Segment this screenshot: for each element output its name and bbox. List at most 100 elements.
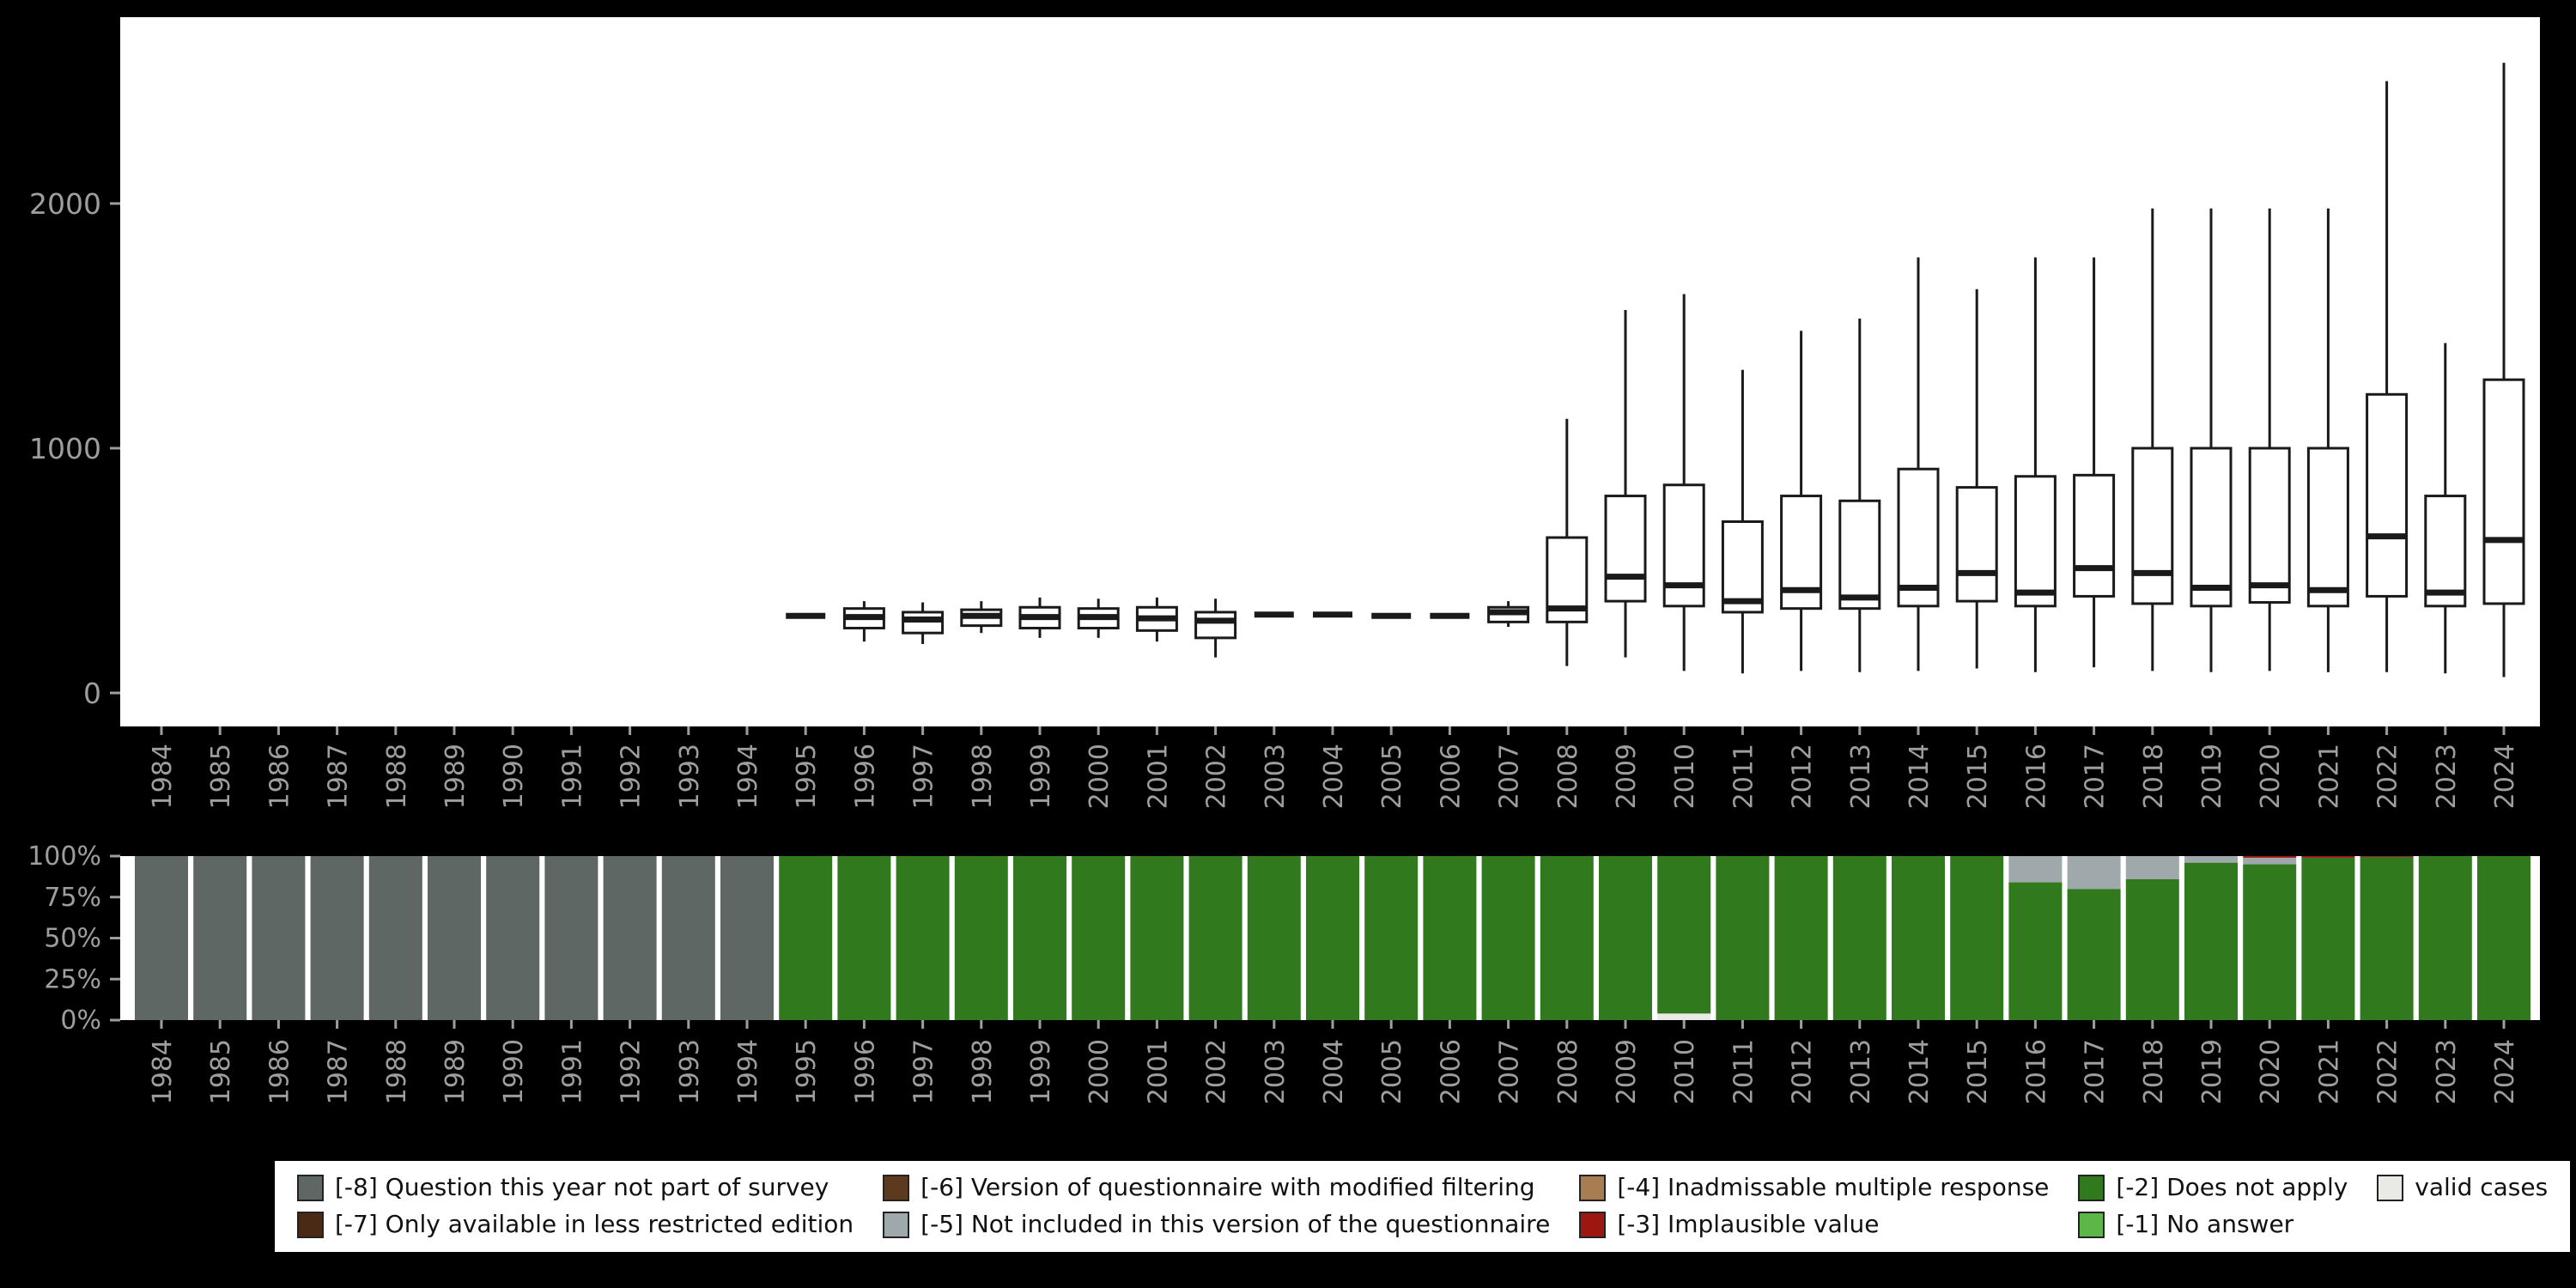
legend-swatch-icon xyxy=(297,1212,324,1238)
x-axis-year-label: 1996 xyxy=(850,744,880,809)
stacked-bar-2000 xyxy=(1072,856,1126,1020)
stacked-bar-1987 xyxy=(310,856,364,1020)
stacked-bar-2013 xyxy=(1832,856,1886,1020)
stacked-bar-1993 xyxy=(661,856,715,1020)
stacked-bar-2009 xyxy=(1599,856,1652,1020)
boxplot-2002 xyxy=(1194,598,1237,658)
stacked-bar-2008 xyxy=(1540,856,1594,1020)
x-axis-year-label: 2014 xyxy=(1905,744,1935,809)
boxplot-2015 xyxy=(1955,289,1998,669)
bar-segment--8 xyxy=(603,856,657,1020)
bar-segment--2 xyxy=(1540,856,1594,1020)
bar-segment--2 xyxy=(2477,856,2530,1020)
bar-segment--8 xyxy=(252,856,306,1020)
x-axis-year-label: 1991 xyxy=(557,1039,587,1104)
x-axis-year-label: 1994 xyxy=(733,744,763,809)
legend-swatch-icon xyxy=(1579,1212,1607,1238)
x-axis-year-label: 2006 xyxy=(1436,1039,1466,1104)
x-axis-year-label: 1988 xyxy=(382,744,412,809)
bar-segment--2 xyxy=(1423,856,1477,1020)
x-axis-year-label: 2007 xyxy=(1495,744,1525,809)
legend-label: [-1] No answer xyxy=(2116,1210,2294,1239)
legend-item--7: [-7] Only available in less restricted e… xyxy=(297,1211,854,1238)
stacked-bar-2021 xyxy=(2301,856,2355,1020)
x-axis-year-label: 2003 xyxy=(1261,1039,1291,1104)
x-axis-year-label: 2024 xyxy=(2490,744,2520,809)
bar-segment--5 xyxy=(2067,856,2121,890)
legend-swatch-icon xyxy=(1579,1175,1607,1201)
legend-swatch-icon xyxy=(2078,1175,2105,1201)
x-axis-year-label: 1990 xyxy=(499,744,529,809)
x-axis-year-label: 1985 xyxy=(206,1039,236,1104)
stacked-bar-1991 xyxy=(544,856,598,1020)
boxplot-plot-area xyxy=(120,17,2540,726)
bar-segment--2 xyxy=(1892,856,1945,1020)
stacked-bar-2017 xyxy=(2067,856,2121,1020)
x-axis-year-label: 2017 xyxy=(2081,744,2111,809)
boxplot-2020 xyxy=(2248,208,2291,671)
bar-segment--3 xyxy=(2360,856,2414,857)
x-axis-year-label: 2004 xyxy=(1319,1039,1349,1104)
x-axis-year-label: 2023 xyxy=(2432,1039,2462,1104)
x-axis-year-label: 2023 xyxy=(2432,744,2462,809)
bar-segment--8 xyxy=(544,856,598,1020)
legend-label: [-8] Question this year not part of surv… xyxy=(335,1173,829,1202)
x-axis-year-label: 2013 xyxy=(1846,744,1876,809)
stacked-bar-2007 xyxy=(1481,856,1535,1020)
bar-segment--8 xyxy=(428,856,481,1020)
bar-segment--2 xyxy=(1950,856,2004,1020)
bar-segment--2 xyxy=(1188,856,1242,1020)
bar-segment-valid xyxy=(1657,1013,1711,1020)
bar-segment--2 xyxy=(1247,856,1301,1020)
bar-segment--2 xyxy=(896,856,950,1020)
bar-segment--2 xyxy=(954,856,1008,1020)
bar-segment--8 xyxy=(310,856,364,1020)
bar-segment--2 xyxy=(2360,856,2414,1020)
boxplot-2013 xyxy=(1838,318,1881,672)
x-axis-year-label: 1984 xyxy=(148,744,178,809)
boxplot-2017 xyxy=(2073,257,2116,668)
bar-segment--2 xyxy=(1774,856,1828,1020)
boxplot-2018 xyxy=(2131,208,2174,671)
legend-swatch-icon xyxy=(883,1175,910,1201)
x-axis-year-label: 2022 xyxy=(2373,744,2403,809)
bar-segment--8 xyxy=(661,856,715,1020)
bar-segment--8 xyxy=(368,856,422,1020)
x-axis-year-label: 2021 xyxy=(2314,744,2344,809)
x-axis-year-label: 2005 xyxy=(1377,1039,1407,1104)
bar-segment--2 xyxy=(837,856,891,1020)
stacked-bar-2019 xyxy=(2184,856,2238,1020)
legend-item--3: [-3] Implausible value xyxy=(1579,1211,2049,1238)
stacked-bar-1988 xyxy=(368,856,422,1020)
bar-segment--2 xyxy=(2418,856,2472,1020)
stacked-bar-1995 xyxy=(779,856,833,1020)
stacked-bar-1986 xyxy=(252,856,306,1020)
boxplot-2008 xyxy=(1546,418,1589,666)
x-axis-year-label: 1999 xyxy=(1026,744,1056,809)
x-axis-year-label: 2002 xyxy=(1202,744,1232,809)
x-axis-year-label: 1997 xyxy=(909,1039,939,1104)
x-axis-year-label: 2011 xyxy=(1728,1039,1759,1104)
x-axis-year-label: 2021 xyxy=(2314,1039,2344,1104)
boxplot-2023 xyxy=(2424,343,2467,674)
boxplot-2012 xyxy=(1780,331,1823,671)
x-axis-year-label: 1998 xyxy=(968,744,998,809)
x-axis-year-label: 2009 xyxy=(1612,744,1642,809)
stacked-bar-1996 xyxy=(837,856,891,1020)
boxplot-2010 xyxy=(1662,294,1705,671)
bar-segment--2 xyxy=(1072,856,1126,1020)
stacked-bar-1992 xyxy=(603,856,657,1020)
boxplot-1996 xyxy=(842,601,885,642)
boxplot-1997 xyxy=(902,602,945,644)
percent-axis-tick-label: 25% xyxy=(44,964,101,994)
x-axis-year-label: 2010 xyxy=(1670,1039,1700,1104)
legend-item--4: [-4] Inadmissable multiple response xyxy=(1579,1174,2049,1201)
boxplot-2014 xyxy=(1897,257,1940,671)
stacked-bar-2010 xyxy=(1657,856,1711,1020)
bar-segment--5 xyxy=(2243,857,2297,865)
boxplot-1999 xyxy=(1018,597,1061,638)
boxplot-2009 xyxy=(1604,309,1647,658)
boxplot-2007 xyxy=(1487,601,1530,628)
x-axis-year-label: 2001 xyxy=(1143,1039,1173,1104)
boxplot-2021 xyxy=(2306,208,2349,672)
